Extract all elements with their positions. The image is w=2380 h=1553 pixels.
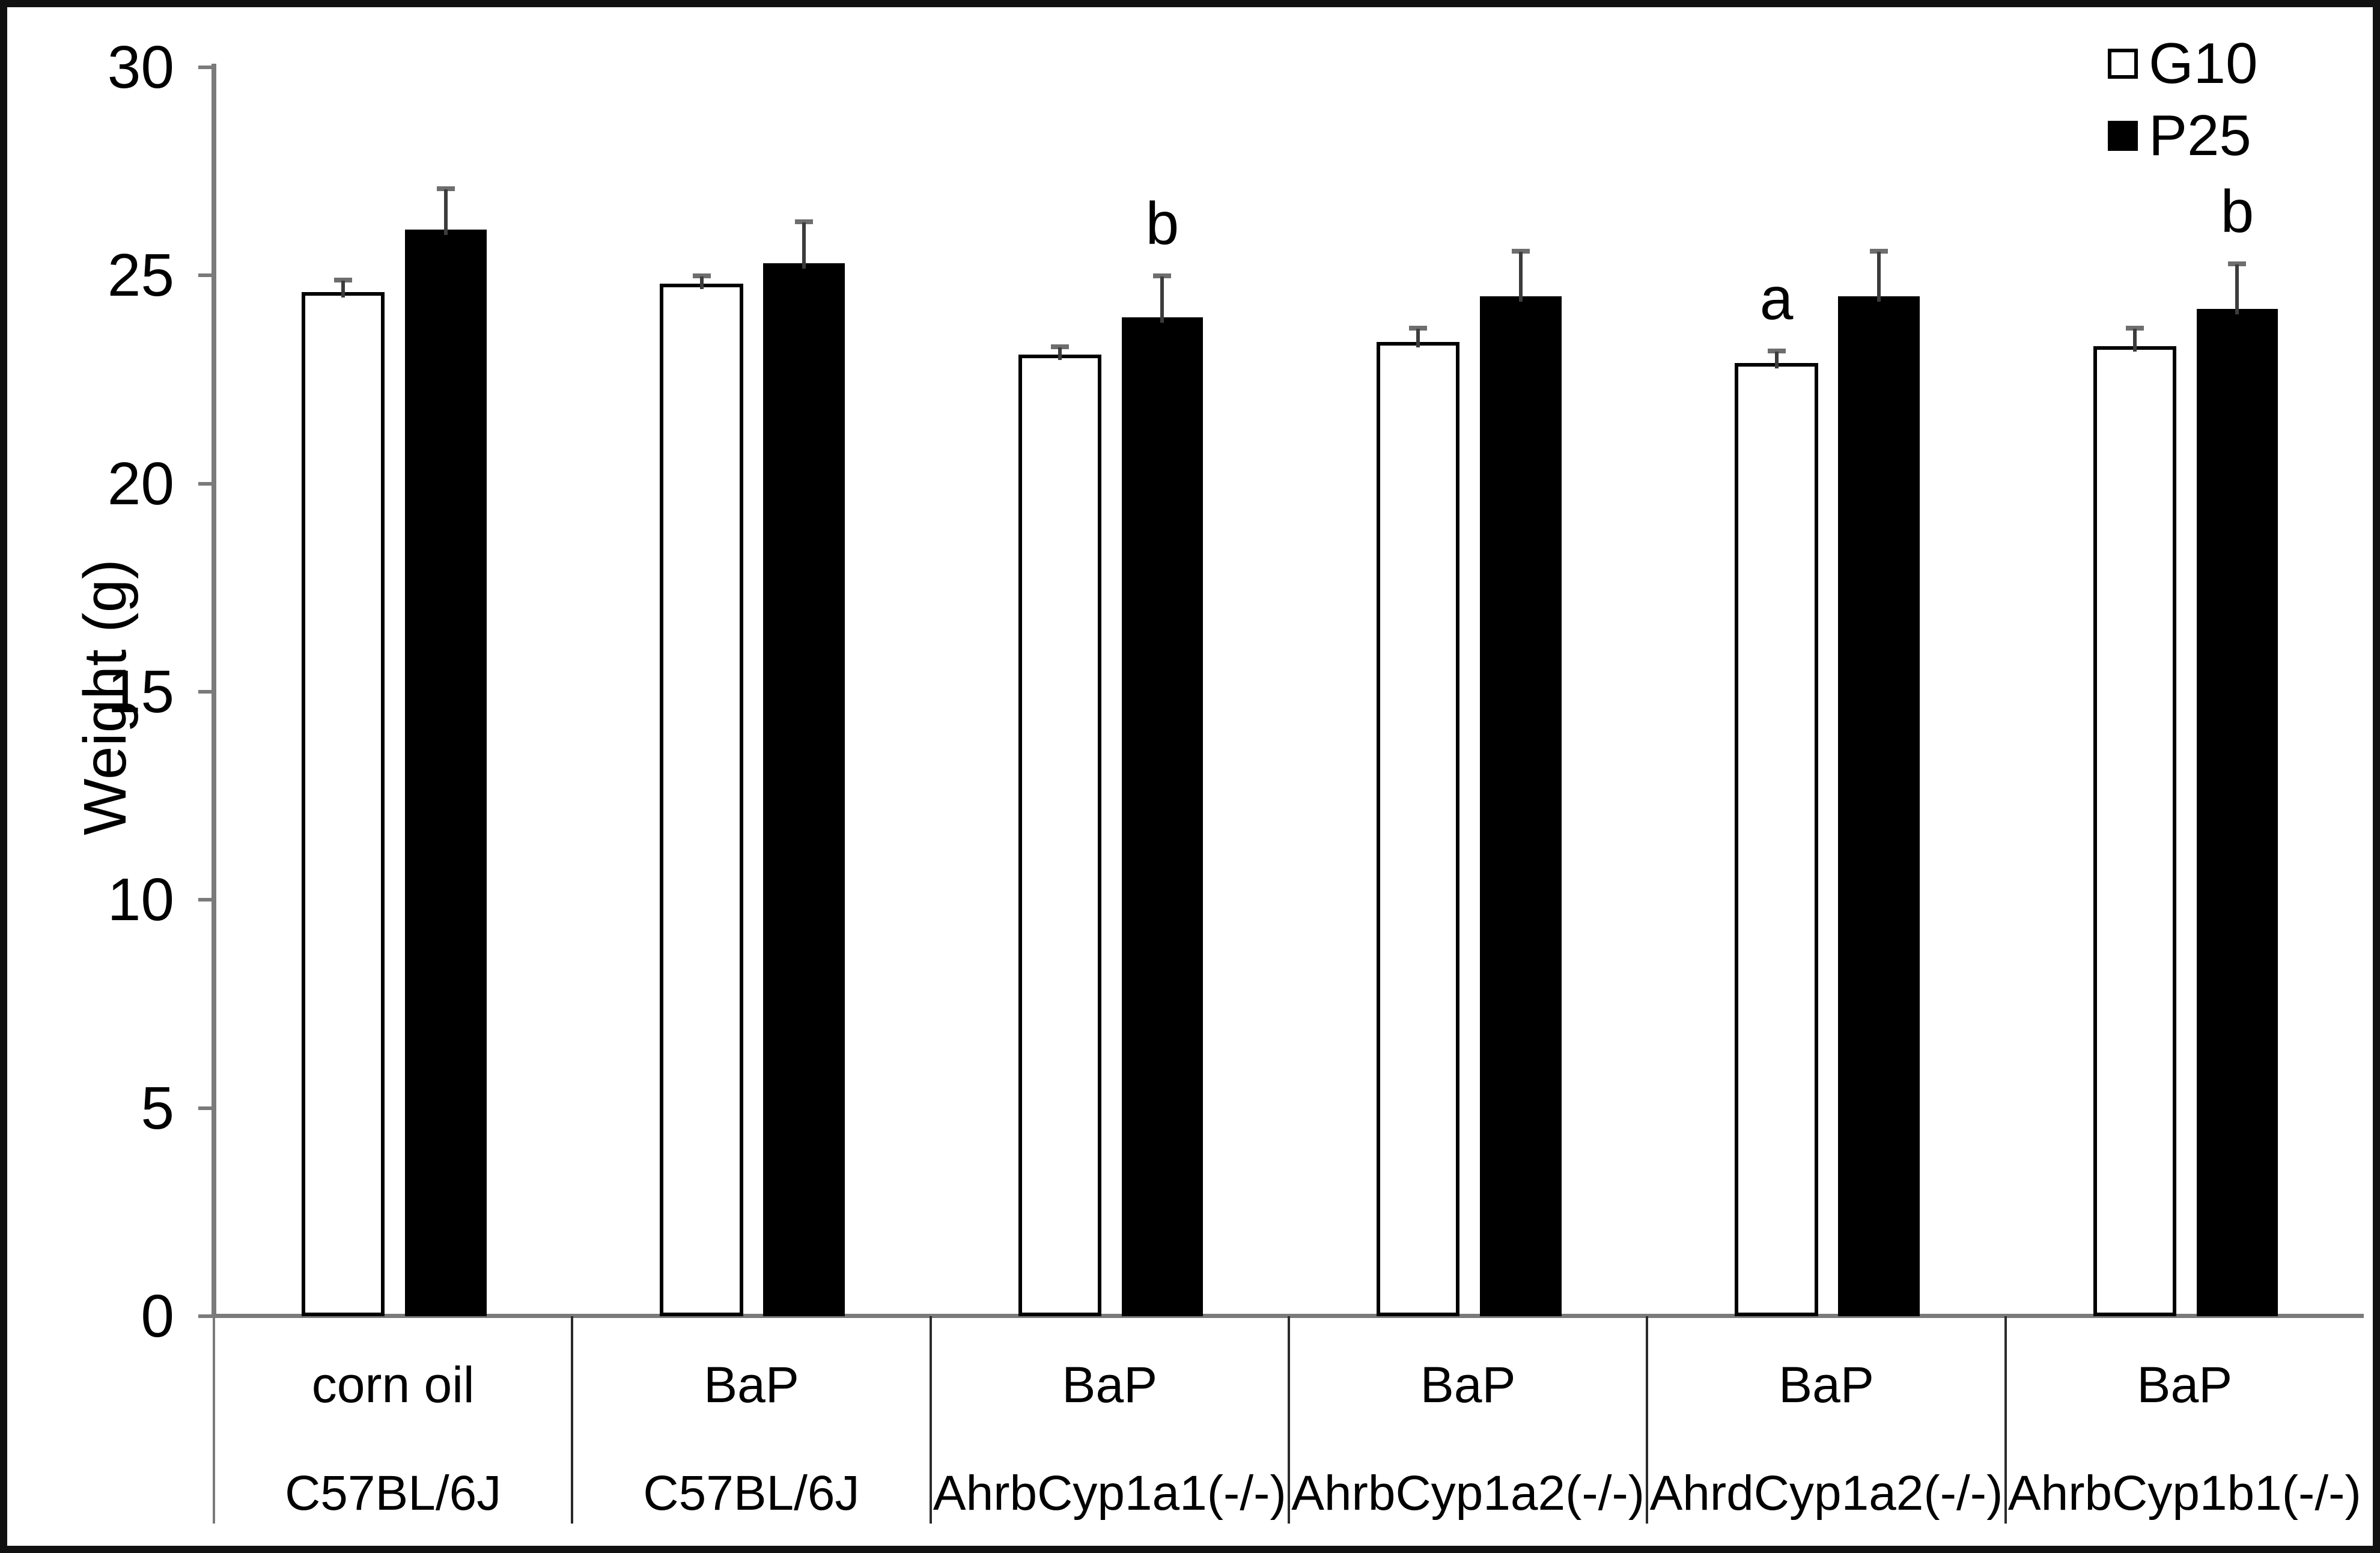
y-tick-label: 20 (107, 450, 174, 517)
bar-g10-5 (2093, 346, 2177, 1316)
error-bar-cap (1409, 325, 1428, 331)
bar-p25-1 (763, 263, 845, 1316)
error-bar (1511, 248, 1530, 302)
error-bar-stem (341, 281, 345, 298)
category-genotype-label: C57BL/6J (285, 1466, 502, 1521)
bar-p25-2 (1121, 317, 1204, 1316)
y-tick-label: 0 (141, 1283, 174, 1350)
error-bar-stem (443, 189, 448, 236)
error-bar (2125, 325, 2144, 352)
error-bar-cap (436, 186, 455, 191)
error-bar (2228, 261, 2247, 314)
category-genotype-label: AhrdCyp1a2(-/-) (1649, 1466, 2003, 1521)
error-bar-stem (699, 276, 704, 290)
y-tick (198, 481, 214, 486)
bar-g10-3 (1377, 342, 1460, 1316)
error-bar (1409, 325, 1428, 348)
error-bar-cap (1153, 273, 1172, 279)
error-bar-stem (2132, 328, 2137, 352)
error-bar-stem (1774, 352, 1779, 368)
error-bar-stem (1877, 251, 1881, 302)
bar-g10-2 (1018, 354, 1102, 1316)
y-tick (198, 1106, 214, 1110)
error-bar (1153, 273, 1172, 323)
y-tick-label: 25 (107, 242, 174, 310)
category-separator (1288, 1316, 1290, 1524)
error-bar-cap (1511, 248, 1530, 254)
error-bar (1870, 248, 1888, 302)
error-bar (692, 273, 711, 290)
category-genotype-label: C57BL/6J (643, 1466, 860, 1521)
category-treatment-label: corn oil (311, 1356, 475, 1413)
error-bar-stem (2235, 264, 2239, 314)
error-bar (795, 219, 814, 269)
category-cell: BaP AhrbCyp1b1(-/-) (2006, 1317, 2364, 1524)
y-tick (198, 66, 214, 69)
error-bar (436, 186, 455, 236)
bar-g10-0 (302, 292, 385, 1316)
category-genotype-label: AhrbCyp1b1(-/-) (2007, 1466, 2361, 1521)
legend-item-g10: G10 (2108, 28, 2257, 100)
category-cell: BaP AhrdCyp1a2(-/-) (1647, 1317, 2005, 1524)
x-axis-line (212, 1314, 2364, 1318)
category-separator (1646, 1316, 1649, 1524)
error-bar-cap (2125, 325, 2144, 331)
y-tick-label: 30 (107, 34, 174, 101)
y-tick-label: 10 (107, 866, 174, 934)
category-treatment-label: BaP (2137, 1356, 2233, 1413)
error-bar (1767, 349, 1786, 368)
category-treatment-label: BaP (704, 1356, 799, 1413)
significance-letter: a (1759, 265, 1794, 332)
y-tick (198, 273, 214, 278)
legend-label-g10: G10 (2149, 31, 2258, 96)
significance-letter: b (1145, 190, 1179, 258)
category-genotype-label: AhrbCyp1a2(-/-) (1291, 1466, 1645, 1521)
category-genotype-label: AhrbCyp1a1(-/-) (933, 1466, 1286, 1521)
error-bar-stem (1518, 251, 1523, 302)
error-bar-cap (334, 278, 353, 283)
significance-letter: b (2220, 177, 2254, 245)
error-bar-stem (1160, 276, 1164, 323)
error-bar-cap (1050, 344, 1069, 350)
category-treatment-label: BaP (1779, 1356, 1874, 1413)
error-bar-stem (802, 222, 806, 269)
category-treatment-label: BaP (1420, 1356, 1516, 1413)
error-bar-stem (1058, 347, 1062, 360)
error-bar-stem (1416, 328, 1420, 348)
category-separator (2004, 1316, 2007, 1524)
category-cell: corn oil C57BL/6J (214, 1317, 572, 1524)
category-separator (213, 1316, 215, 1524)
bar-p25-4 (1838, 296, 1920, 1316)
error-bar-cap (1870, 248, 1888, 254)
category-cell: BaP AhrbCyp1a1(-/-) (931, 1317, 1289, 1524)
error-bar-cap (795, 219, 814, 225)
y-tick (198, 898, 214, 902)
error-bar (1050, 344, 1069, 360)
category-separator (929, 1316, 932, 1524)
y-tick (198, 1314, 214, 1318)
bar-p25-5 (2196, 308, 2278, 1316)
error-bar (334, 278, 353, 298)
category-treatment-label: BaP (1062, 1356, 1158, 1413)
legend-open-square-icon (2108, 49, 2138, 79)
y-axis-line (212, 64, 216, 1316)
y-tick-label: 5 (141, 1074, 174, 1142)
error-bar-cap (1767, 349, 1786, 353)
y-tick-label: 15 (107, 658, 174, 725)
legend-item-p25: P25 (2108, 100, 2257, 172)
bar-p25-0 (404, 230, 487, 1316)
legend-solid-square-icon (2108, 121, 2138, 151)
y-tick (198, 690, 214, 694)
category-cell: BaP C57BL/6J (572, 1317, 930, 1524)
legend: G10 P25 (2108, 28, 2257, 172)
legend-label-p25: P25 (2149, 103, 2251, 168)
bar-g10-4 (1735, 362, 1818, 1316)
category-separator (571, 1316, 574, 1524)
bar-g10-1 (660, 284, 743, 1316)
bar-p25-3 (1479, 296, 1562, 1316)
error-bar-cap (2228, 261, 2247, 266)
category-cell: BaP AhrbCyp1a2(-/-) (1289, 1317, 1647, 1524)
error-bar-cap (692, 273, 711, 279)
